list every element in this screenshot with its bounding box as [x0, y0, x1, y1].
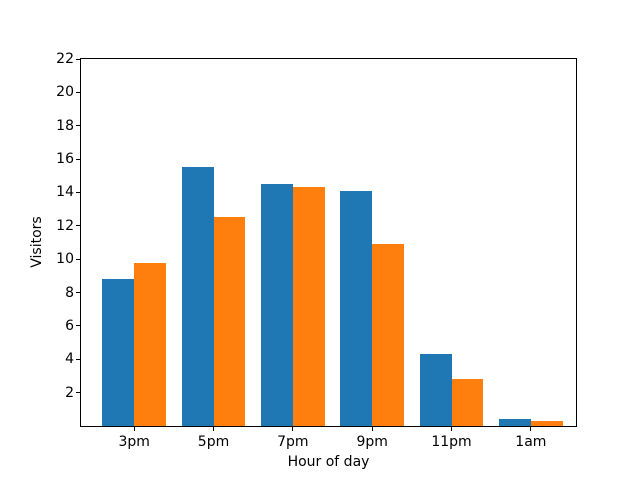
y-tick-label: 10: [56, 251, 74, 268]
y-tick-mark: [76, 292, 80, 294]
y-tick-label: 16: [56, 151, 74, 168]
plot-area: 2 4 6 8 10 12 14 16 18 20 22 3pm 5pm 7pm 9pm 11pm 1am: [56, 52, 577, 449]
bar-5pm-orange-series: [213, 217, 246, 426]
x-tick-mark: [451, 427, 453, 431]
bar-7pm-orange-series: [292, 187, 325, 426]
bar-1am-blue-series: [499, 419, 531, 426]
x-tick-label: 3pm: [118, 434, 150, 450]
y-tick-label: 6: [65, 317, 74, 334]
y-tick-label: 12: [56, 217, 74, 234]
bar-3pm-blue-series: [102, 279, 135, 426]
x-tick-mark: [213, 427, 215, 431]
y-tick-label: 8: [65, 284, 74, 301]
y-tick-label: 18: [56, 117, 74, 134]
x-tick-mark: [530, 427, 532, 431]
bar-1am-orange-series: [530, 421, 563, 426]
x-tick-label: 9pm: [356, 434, 388, 450]
y-tick-label: 2: [65, 384, 74, 401]
y-tick-label: 4: [65, 351, 74, 368]
bar-9pm-orange-series: [372, 244, 404, 426]
y-tick-mark: [76, 225, 80, 227]
x-tick-mark: [133, 427, 135, 431]
y-tick-label: 14: [56, 184, 74, 201]
y-tick-mark: [76, 58, 80, 60]
y-tick-label: 20: [56, 84, 74, 101]
x-tick-mark: [371, 427, 373, 431]
y-tick-mark: [76, 392, 80, 394]
x-tick-label: 7pm: [277, 434, 309, 450]
x-tick-label: 5pm: [197, 434, 230, 450]
y-tick-mark: [76, 191, 80, 193]
x-axis-label: Hour of day: [287, 454, 370, 470]
bar-11pm-orange-series: [451, 379, 484, 426]
x-tick-label: 11pm: [431, 434, 472, 450]
y-tick-mark: [76, 125, 80, 127]
y-tick-mark: [76, 358, 80, 360]
y-tick-mark: [76, 158, 80, 160]
bar-5pm-blue-series: [181, 167, 214, 426]
y-tick-mark: [76, 91, 80, 93]
x-tick-label: 1am: [515, 434, 547, 450]
y-tick-mark: [76, 325, 80, 327]
bar-3pm-orange-series: [134, 262, 166, 426]
bar-11pm-blue-series: [419, 354, 452, 426]
x-tick-mark: [292, 427, 294, 431]
y-tick-label: 22: [56, 51, 74, 67]
y-tick-mark: [76, 258, 80, 260]
bar-7pm-blue-series: [261, 184, 293, 426]
bar-9pm-blue-series: [340, 190, 373, 426]
